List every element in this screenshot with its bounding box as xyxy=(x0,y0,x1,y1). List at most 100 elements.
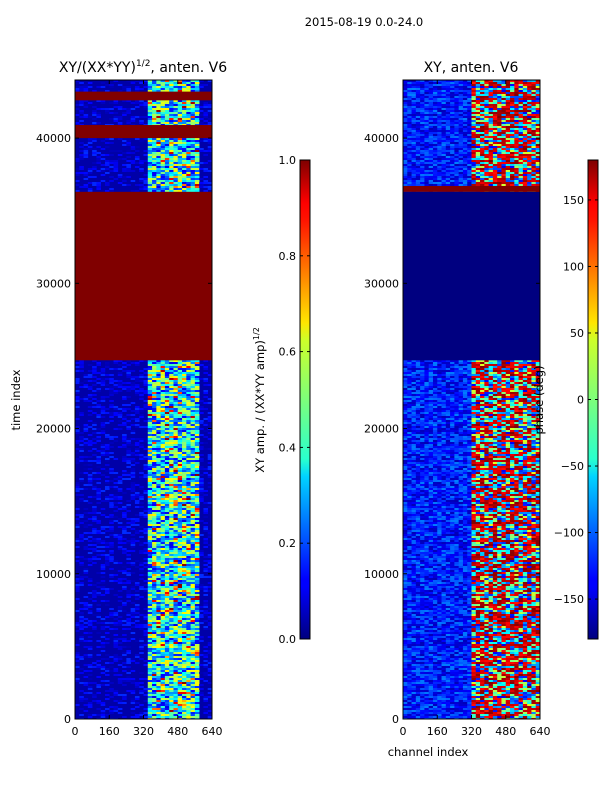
heatmap-cell xyxy=(100,444,106,446)
heatmap-cell xyxy=(156,498,161,500)
heatmap-cell xyxy=(96,156,101,158)
heatmap-cell xyxy=(194,440,200,442)
heatmap-cell xyxy=(75,432,80,434)
heatmap-cell xyxy=(152,82,157,84)
heatmap-cell xyxy=(147,144,153,146)
heatmap-cell xyxy=(169,450,174,452)
heatmap-cell xyxy=(194,376,200,378)
heatmap-cell xyxy=(169,416,174,418)
heatmap-cell xyxy=(152,472,157,474)
heatmap-cell xyxy=(139,458,144,460)
heatmap-cell xyxy=(126,426,131,428)
heatmap-cell xyxy=(134,438,140,440)
heatmap-cell xyxy=(134,514,140,516)
heatmap-cell xyxy=(152,554,157,556)
heatmap-cell xyxy=(182,452,187,454)
heatmap-cell xyxy=(190,468,196,470)
heatmap-cell xyxy=(169,460,174,462)
heatmap-cell xyxy=(134,426,140,428)
heatmap-cell xyxy=(122,512,127,514)
heatmap-cell xyxy=(169,424,174,426)
heatmap-cell xyxy=(199,552,204,554)
heatmap-cell xyxy=(190,82,196,84)
heatmap-cell xyxy=(96,158,101,160)
heatmap-cell xyxy=(147,374,153,376)
heatmap-cell xyxy=(194,170,200,172)
heatmap-cell xyxy=(139,478,144,480)
heatmap-cell xyxy=(130,108,136,110)
heatmap-cell xyxy=(186,510,191,512)
heatmap-cell xyxy=(92,562,97,564)
heatmap-cell xyxy=(156,120,161,122)
heatmap-cell xyxy=(75,426,80,428)
heatmap-cell xyxy=(186,118,191,120)
heatmap-cell xyxy=(100,430,106,432)
heatmap-cell xyxy=(152,428,157,430)
heatmap-cell xyxy=(147,484,153,486)
heatmap-cell xyxy=(96,440,101,442)
heatmap-cell xyxy=(87,474,93,476)
heatmap-cell xyxy=(177,398,183,400)
heatmap-cell xyxy=(156,184,161,186)
heatmap-cell xyxy=(104,554,110,556)
heatmap-cell xyxy=(160,424,166,426)
heatmap-cell xyxy=(104,536,110,538)
heatmap-cell xyxy=(182,148,187,150)
heatmap-cell xyxy=(190,494,196,496)
heatmap-cell xyxy=(169,470,174,472)
heatmap-cell xyxy=(130,488,136,490)
heatmap-cell xyxy=(130,438,136,440)
heatmap-cell xyxy=(186,140,191,142)
heatmap-cell xyxy=(160,480,166,482)
heatmap-cell xyxy=(194,108,200,110)
heatmap-cell xyxy=(143,468,149,470)
heatmap-cell xyxy=(164,406,170,408)
heatmap-cell xyxy=(186,468,191,470)
heatmap-cell xyxy=(186,364,191,366)
heatmap-cell xyxy=(122,398,127,400)
heatmap-cell xyxy=(182,518,187,520)
heatmap-cell xyxy=(173,118,179,120)
heatmap-cell xyxy=(126,542,131,544)
heatmap-cell xyxy=(203,442,209,444)
heatmap-cell xyxy=(126,500,131,502)
heatmap-cell xyxy=(182,442,187,444)
heatmap-cell xyxy=(156,408,161,410)
heatmap-cell xyxy=(182,404,187,406)
heatmap-cell xyxy=(182,490,187,492)
heatmap-cell xyxy=(152,88,157,90)
heatmap-cell xyxy=(147,386,153,388)
heatmap-cell xyxy=(79,142,84,144)
heatmap-cell xyxy=(182,526,187,528)
heatmap-cell xyxy=(134,80,140,82)
heatmap-cell xyxy=(182,466,187,468)
heatmap-cell xyxy=(164,434,170,436)
heatmap-cell xyxy=(122,572,127,574)
heatmap-cell xyxy=(160,392,166,394)
heatmap-cell xyxy=(203,396,209,398)
heatmap-cell xyxy=(186,406,191,408)
heatmap-cell xyxy=(203,84,209,86)
heatmap-cell xyxy=(83,398,89,400)
heatmap-cell xyxy=(109,516,114,518)
heatmap-cell xyxy=(199,574,204,576)
heatmap-cell xyxy=(113,494,119,496)
heatmap-cell xyxy=(190,454,196,456)
heatmap-cell xyxy=(169,170,174,172)
heatmap-cell xyxy=(156,140,161,142)
heatmap-cell xyxy=(164,100,170,102)
heatmap-cell xyxy=(104,544,110,546)
heatmap-cell xyxy=(194,82,200,84)
heatmap-cell xyxy=(177,146,183,148)
heatmap-cell xyxy=(147,80,153,82)
heatmap-cell xyxy=(96,462,101,464)
heatmap-cell xyxy=(194,446,200,448)
heatmap-cell xyxy=(164,190,170,192)
heatmap-cell xyxy=(152,524,157,526)
heatmap-cell xyxy=(207,456,212,458)
heatmap-cell xyxy=(182,506,187,508)
heatmap-cell xyxy=(87,138,93,140)
heatmap-cell xyxy=(87,536,93,538)
heatmap-cell xyxy=(182,498,187,500)
heatmap-cell xyxy=(199,406,204,408)
